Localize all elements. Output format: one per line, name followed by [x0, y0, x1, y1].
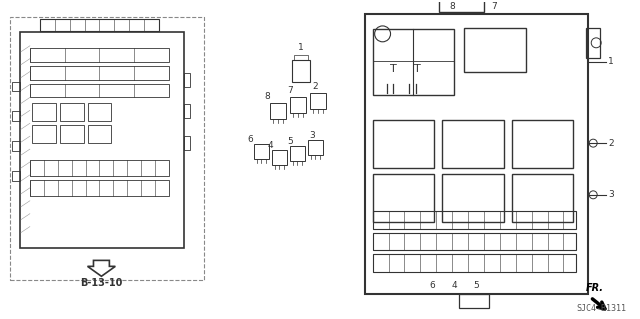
- Bar: [184, 104, 190, 118]
- Text: 1: 1: [298, 43, 304, 52]
- Bar: [442, 120, 504, 168]
- Bar: [270, 103, 286, 119]
- Bar: [512, 174, 573, 222]
- Text: SJC4-B1311: SJC4-B1311: [576, 304, 626, 313]
- Bar: [255, 144, 269, 159]
- Text: 5: 5: [287, 137, 293, 146]
- Bar: [32, 103, 56, 121]
- Bar: [32, 125, 56, 143]
- Bar: [439, 0, 484, 12]
- Text: 4: 4: [451, 281, 457, 290]
- Bar: [290, 146, 305, 161]
- Bar: [88, 125, 111, 143]
- Text: B-13-10: B-13-10: [80, 278, 123, 288]
- Bar: [292, 60, 310, 82]
- Bar: [294, 55, 308, 60]
- Text: 7: 7: [287, 86, 293, 95]
- Bar: [12, 171, 20, 181]
- Bar: [372, 255, 577, 272]
- Text: 8: 8: [449, 2, 455, 11]
- Text: 6: 6: [248, 135, 253, 144]
- Bar: [365, 14, 588, 294]
- Bar: [586, 28, 600, 58]
- Text: 1: 1: [608, 57, 614, 66]
- Bar: [88, 103, 111, 121]
- Bar: [272, 150, 287, 165]
- Bar: [60, 125, 84, 143]
- Text: 7: 7: [491, 2, 497, 11]
- Bar: [372, 233, 577, 250]
- Bar: [60, 103, 84, 121]
- Bar: [372, 120, 435, 168]
- Text: 2: 2: [312, 83, 318, 92]
- Bar: [464, 28, 525, 72]
- Bar: [30, 180, 169, 196]
- Bar: [12, 111, 20, 121]
- Bar: [459, 294, 489, 308]
- Bar: [372, 174, 435, 222]
- Bar: [442, 174, 504, 222]
- Text: FR.: FR.: [586, 283, 604, 293]
- Bar: [12, 141, 20, 151]
- Bar: [184, 73, 190, 86]
- Text: 3: 3: [608, 190, 614, 199]
- Bar: [310, 93, 326, 109]
- Text: 6: 6: [429, 281, 435, 290]
- Text: 8: 8: [264, 93, 270, 101]
- Text: 3: 3: [309, 131, 315, 140]
- Bar: [10, 17, 204, 280]
- Bar: [30, 84, 169, 97]
- Bar: [20, 32, 184, 249]
- Bar: [372, 29, 454, 95]
- Bar: [12, 82, 20, 92]
- Bar: [30, 160, 169, 176]
- Bar: [290, 97, 306, 113]
- Bar: [30, 66, 169, 79]
- Text: 4: 4: [268, 141, 273, 150]
- Text: T: T: [390, 63, 397, 74]
- Bar: [30, 48, 169, 62]
- Bar: [40, 19, 159, 31]
- Text: T: T: [414, 63, 420, 74]
- Bar: [372, 211, 577, 229]
- Bar: [184, 136, 190, 150]
- Bar: [308, 140, 323, 155]
- Bar: [512, 120, 573, 168]
- Text: 2: 2: [608, 139, 614, 148]
- Text: 5: 5: [473, 281, 479, 290]
